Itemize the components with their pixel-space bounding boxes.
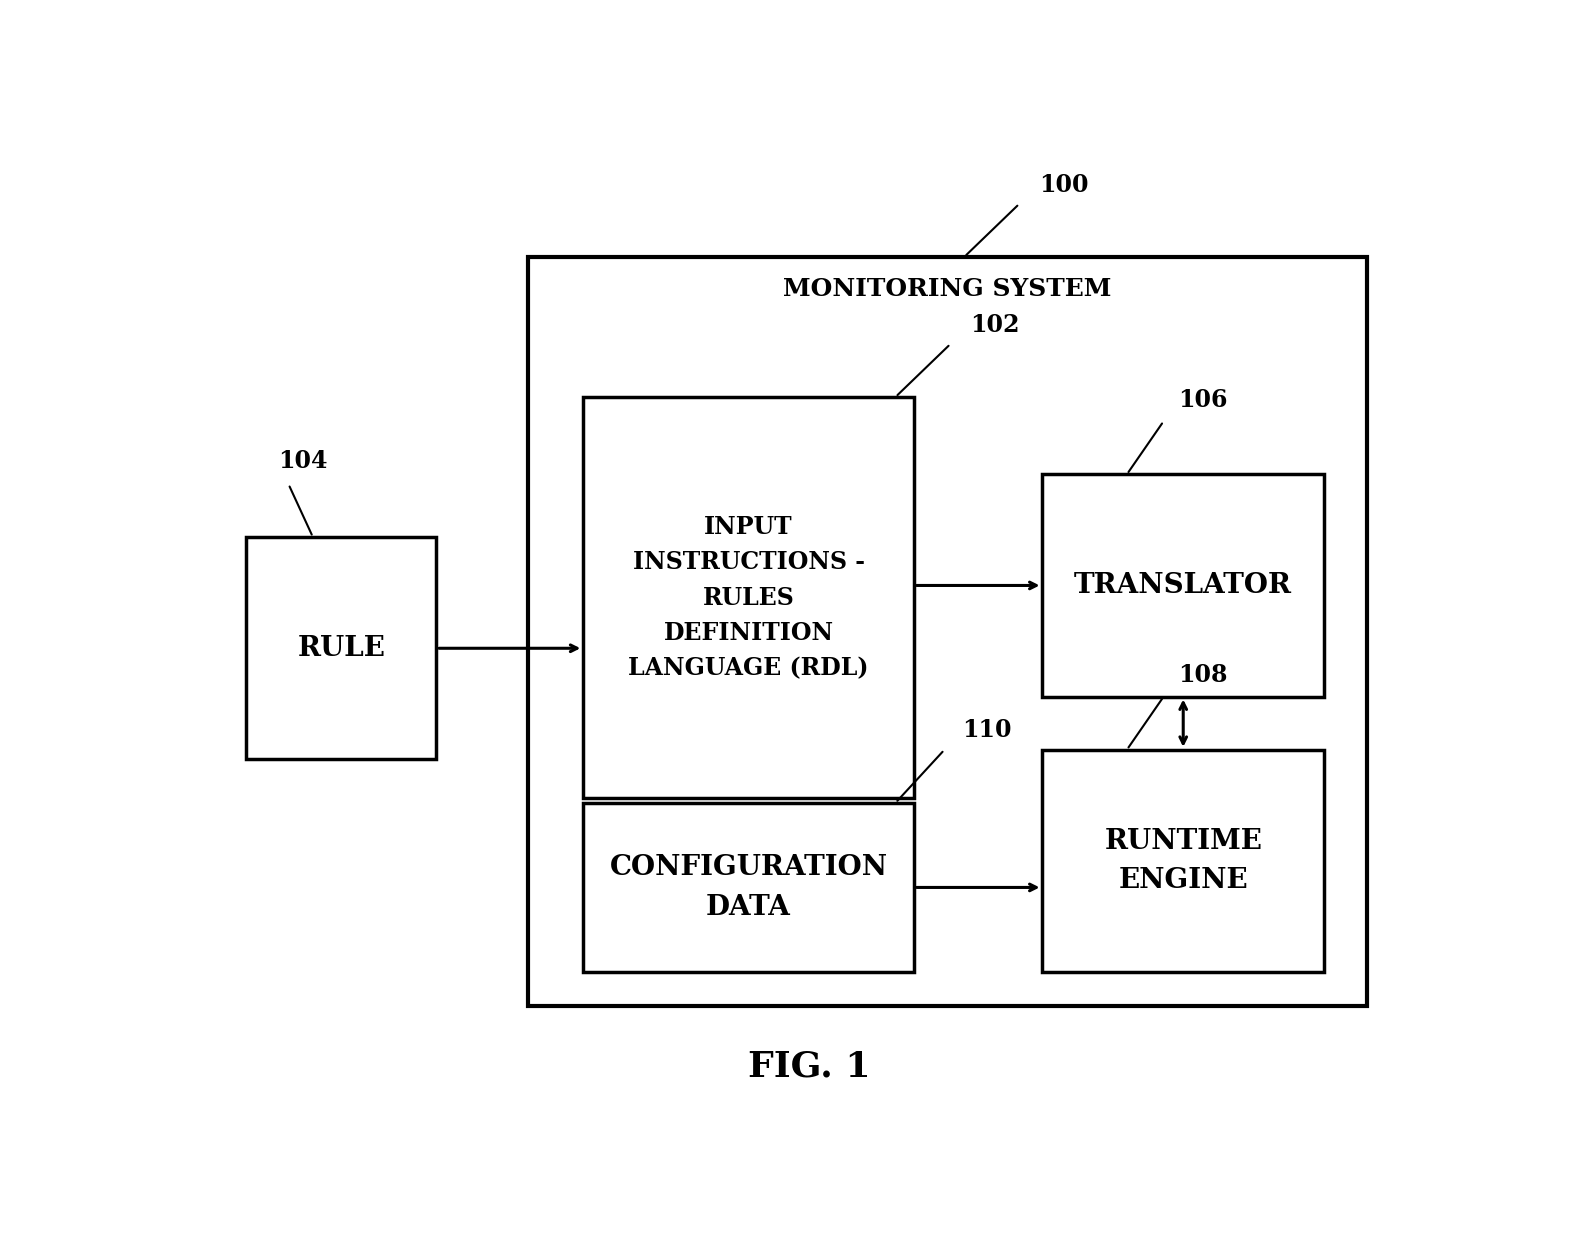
Text: TRANSLATOR: TRANSLATOR: [1074, 572, 1292, 599]
Bar: [583, 803, 913, 971]
Text: RULE: RULE: [297, 635, 386, 661]
Text: CONFIGURATION
DATA: CONFIGURATION DATA: [610, 855, 888, 921]
Bar: [246, 537, 436, 759]
FancyArrowPatch shape: [916, 884, 1036, 891]
Text: INPUT
INSTRUCTIONS -
RULES
DEFINITION
LANGUAGE (RDL): INPUT INSTRUCTIONS - RULES DEFINITION LA…: [629, 515, 869, 680]
Bar: [1043, 474, 1324, 697]
Text: FIG. 1: FIG. 1: [749, 1049, 871, 1084]
FancyArrowPatch shape: [1180, 703, 1187, 743]
Text: 108: 108: [1179, 664, 1228, 688]
Text: RUNTIME
ENGINE: RUNTIME ENGINE: [1104, 827, 1262, 894]
Text: 102: 102: [970, 314, 1019, 338]
Text: MONITORING SYSTEM: MONITORING SYSTEM: [784, 277, 1112, 301]
FancyArrowPatch shape: [916, 582, 1036, 589]
FancyArrowPatch shape: [439, 645, 577, 651]
Bar: [1043, 749, 1324, 971]
Text: 100: 100: [1038, 173, 1089, 197]
Text: 104: 104: [278, 449, 327, 473]
Bar: [528, 257, 1367, 1005]
Text: 110: 110: [962, 718, 1011, 742]
Text: 106: 106: [1179, 388, 1228, 412]
Bar: [583, 397, 913, 798]
